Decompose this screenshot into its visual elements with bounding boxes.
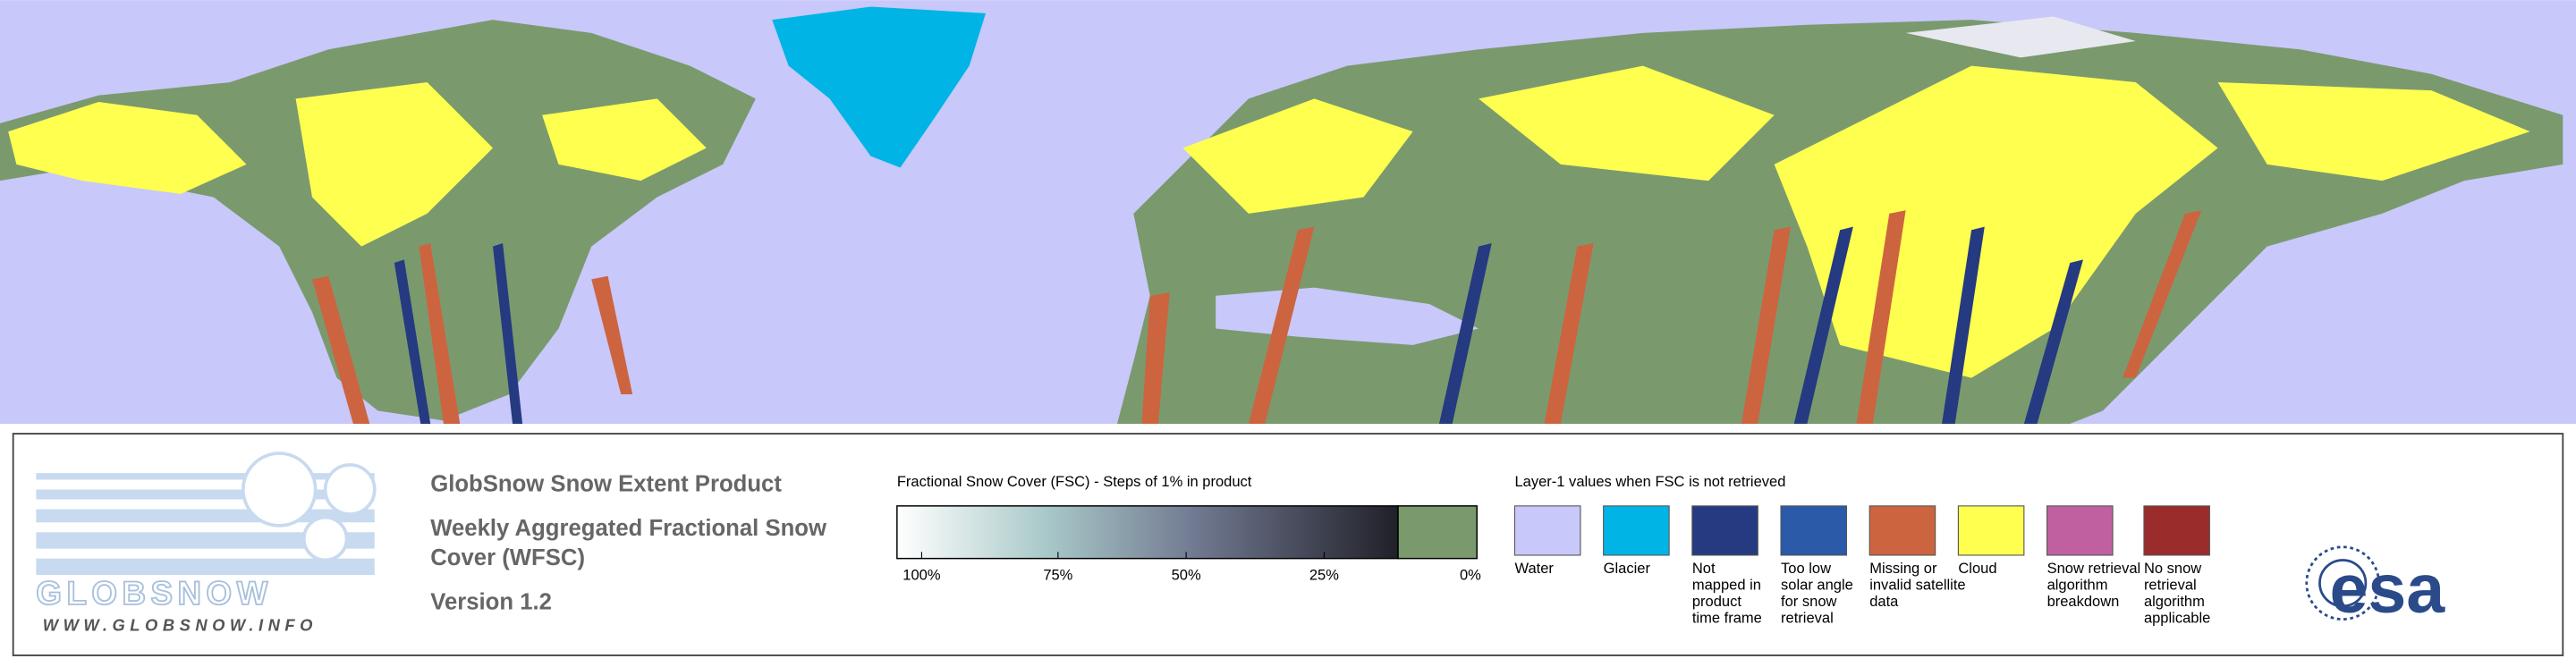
swatch-label: Cloud — [1958, 560, 1996, 577]
swatch — [2143, 505, 2210, 556]
swatch — [2046, 505, 2114, 556]
swatch — [1780, 505, 1848, 556]
logo-name: GLOBSNOW — [36, 575, 272, 612]
swatch-label: algorithm — [2047, 577, 2108, 594]
swatch-label: mapped in — [1692, 577, 1761, 594]
swatch-label: retrieval — [2144, 577, 2197, 594]
globsnow-logo: GLOBSNOW WWW.GLOBSNOW.INFO — [35, 452, 377, 634]
swatch — [1691, 505, 1758, 556]
swatch-label: breakdown — [2047, 593, 2120, 610]
tick-label: 25% — [1309, 567, 1339, 584]
swatch-label: Snow retrieval — [2047, 560, 2141, 577]
swatch-label: Not — [1692, 560, 1716, 577]
esa-logo: esa — [2305, 545, 2445, 628]
swatch-label: invalid satellite — [1869, 577, 1965, 594]
tick-label: 50% — [1172, 567, 1201, 584]
tick-label: 75% — [1043, 567, 1072, 584]
swatch-label: data — [1869, 593, 1899, 610]
swatch-label: solar angle — [1781, 577, 1853, 594]
subtitle: Weekly Aggregated Fractional Snow — [430, 516, 827, 541]
swatch — [1603, 505, 1670, 556]
swatch — [1957, 505, 2025, 556]
fsc-title: Fractional Snow Cover (FSC) - Steps of 1… — [897, 473, 1252, 490]
tick-label: 0% — [1460, 567, 1481, 584]
tick-label: 100% — [902, 567, 941, 584]
agency-name: esa — [2329, 551, 2445, 628]
logo-url: WWW.GLOBSNOW.INFO — [43, 615, 318, 634]
swatch-label: algorithm — [2144, 593, 2205, 610]
swatch — [1513, 505, 1581, 556]
version: Version 1.2 — [430, 590, 552, 615]
swatch-label: Water — [1514, 560, 1554, 577]
no-snow-swatch — [1397, 505, 1478, 560]
swatch — [1868, 505, 1936, 556]
title: GlobSnow Snow Extent Product — [430, 471, 782, 496]
swatch-label: No snow — [2144, 560, 2201, 577]
swatch-label: applicable — [2144, 609, 2210, 626]
swatch-label: product — [1692, 593, 1741, 610]
map — [0, 0, 2576, 425]
swatch-label: for snow — [1781, 593, 1836, 610]
swatch-label: Glacier — [1604, 560, 1651, 577]
subtitle: Cover (WFSC) — [430, 545, 585, 570]
swatch-label: retrieval — [1781, 609, 1834, 626]
swatch-label: time frame — [1692, 609, 1762, 626]
fsc-gradient — [896, 505, 1399, 560]
layer-title: Layer-1 values when FSC is not retrieved — [1514, 473, 1785, 490]
fsc-ticks: 100% 75% 50% 25% 0% — [902, 552, 1481, 584]
swatch-label: Missing or — [1869, 560, 1937, 577]
swatch-label: Too low — [1781, 560, 1831, 577]
